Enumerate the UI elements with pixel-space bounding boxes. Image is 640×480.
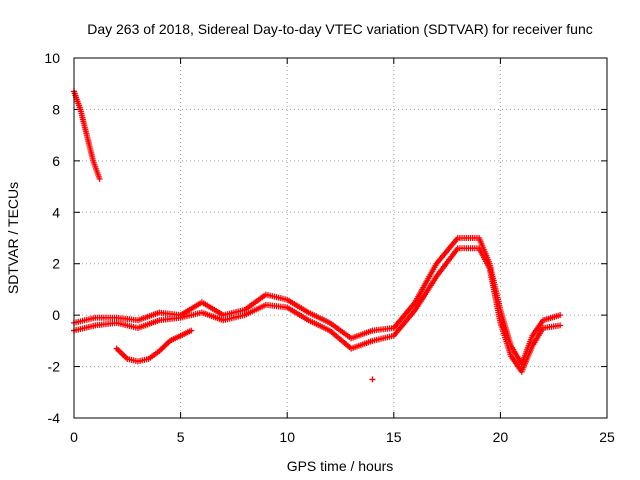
x-tick-label: 20 [493, 429, 509, 445]
data-markers [71, 88, 564, 383]
x-tick-label: 0 [70, 429, 78, 445]
chart-title: Day 263 of 2018, Sidereal Day-to-day VTE… [87, 21, 593, 37]
y-axis-label: SDTVAR / TECUs [5, 182, 21, 294]
y-tick-label: 8 [52, 101, 60, 117]
y-tick-label: 2 [52, 256, 60, 272]
x-axis-label: GPS time / hours [287, 458, 394, 474]
y-tick-label: -2 [48, 359, 61, 375]
data-point-marker [369, 376, 376, 383]
y-tick-label: 4 [52, 204, 60, 220]
data-point-marker [557, 322, 564, 329]
data-point-marker [96, 175, 103, 182]
x-tick-label: 10 [279, 429, 295, 445]
y-tick-label: 6 [52, 153, 60, 169]
x-tick-label: 25 [599, 429, 615, 445]
data-point-marker [188, 327, 195, 334]
x-tick-label: 15 [386, 429, 402, 445]
axis-ticks [73, 57, 608, 419]
data-point-marker [557, 312, 564, 319]
x-tick-label: 5 [177, 429, 185, 445]
tick-labels: 0 5 10 15 20 25 -4 -2 0 2 4 6 8 10 [44, 50, 615, 445]
y-tick-label: -4 [48, 410, 61, 426]
y-tick-label: 0 [52, 307, 60, 323]
y-tick-label: 10 [44, 50, 60, 66]
plot-frame [73, 57, 608, 419]
